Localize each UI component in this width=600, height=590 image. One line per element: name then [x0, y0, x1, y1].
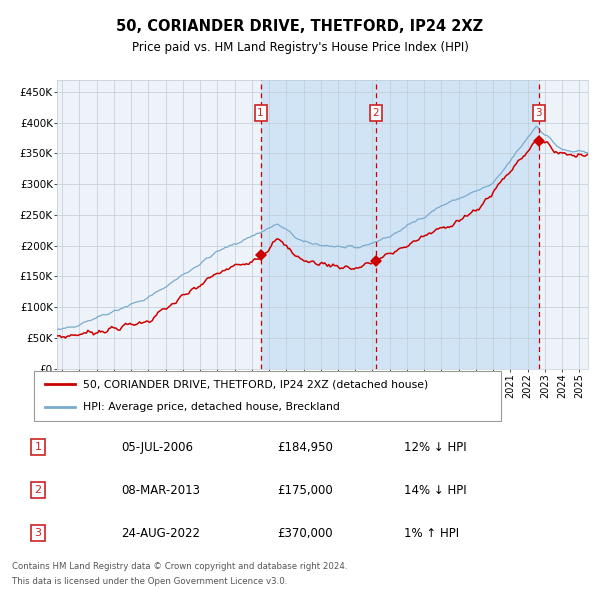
Text: 2: 2: [34, 486, 41, 495]
Text: 50, CORIANDER DRIVE, THETFORD, IP24 2XZ: 50, CORIANDER DRIVE, THETFORD, IP24 2XZ: [116, 19, 484, 34]
Text: 14% ↓ HPI: 14% ↓ HPI: [404, 484, 466, 497]
Text: Price paid vs. HM Land Registry's House Price Index (HPI): Price paid vs. HM Land Registry's House …: [131, 41, 469, 54]
Text: This data is licensed under the Open Government Licence v3.0.: This data is licensed under the Open Gov…: [12, 578, 287, 586]
Text: 3: 3: [535, 108, 542, 118]
Text: £175,000: £175,000: [277, 484, 333, 497]
Text: 1: 1: [257, 108, 264, 118]
Text: 05-JUL-2006: 05-JUL-2006: [121, 441, 193, 454]
Text: 1% ↑ HPI: 1% ↑ HPI: [404, 527, 459, 540]
Bar: [260, 80, 539, 369]
Text: 50, CORIANDER DRIVE, THETFORD, IP24 2XZ (detached house): 50, CORIANDER DRIVE, THETFORD, IP24 2XZ …: [83, 379, 428, 389]
Text: HPI: Average price, detached house, Breckland: HPI: Average price, detached house, Brec…: [83, 402, 340, 412]
Text: 1: 1: [34, 442, 41, 453]
Text: 2: 2: [372, 108, 379, 118]
Text: 24-AUG-2022: 24-AUG-2022: [121, 527, 200, 540]
Text: £370,000: £370,000: [277, 527, 332, 540]
FancyBboxPatch shape: [34, 371, 502, 421]
Text: £184,950: £184,950: [277, 441, 333, 454]
Text: 12% ↓ HPI: 12% ↓ HPI: [404, 441, 466, 454]
Text: Contains HM Land Registry data © Crown copyright and database right 2024.: Contains HM Land Registry data © Crown c…: [12, 562, 347, 571]
Text: 08-MAR-2013: 08-MAR-2013: [121, 484, 200, 497]
Text: 3: 3: [34, 528, 41, 538]
